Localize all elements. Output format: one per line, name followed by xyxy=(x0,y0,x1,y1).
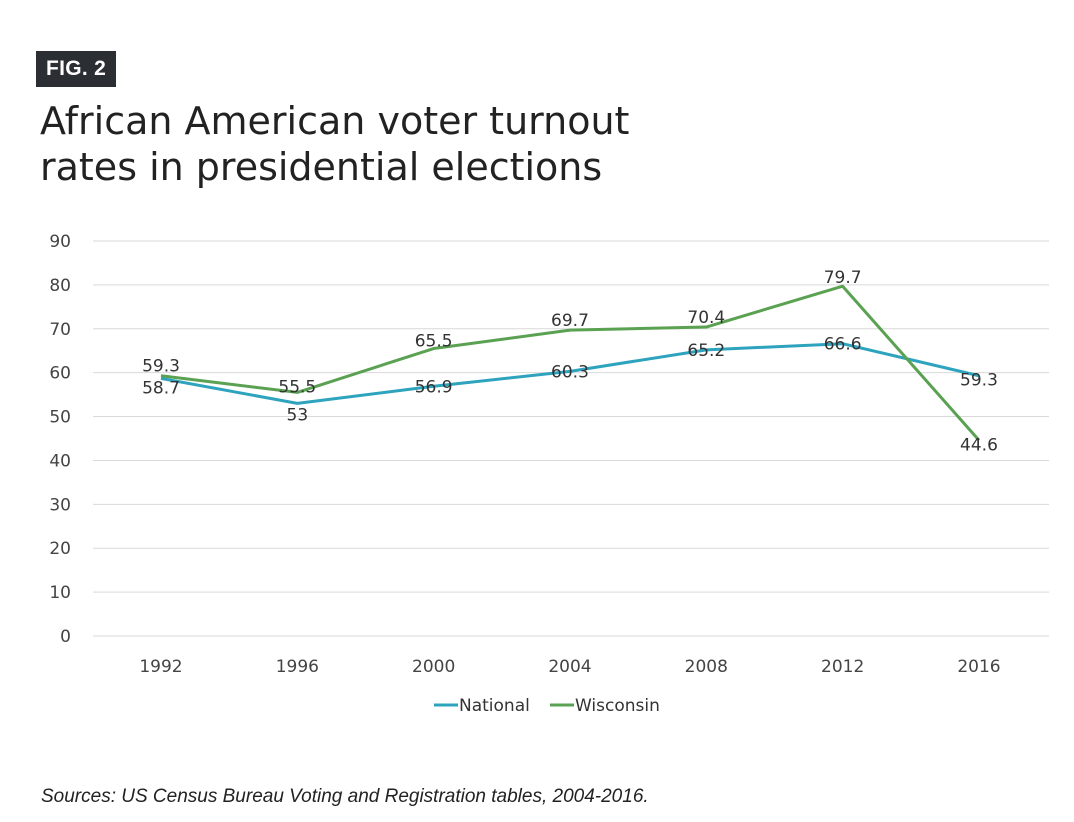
chart-title: African American voter turnout rates in … xyxy=(40,98,660,190)
y-tick-label: 30 xyxy=(49,495,71,515)
y-tick-label: 0 xyxy=(60,627,71,647)
x-tick-label: 2008 xyxy=(685,657,728,677)
data-labels: 58.7 53 56.9 60.3 65.2 66.6 59.3 59.3 55.5 65.5 69… xyxy=(142,268,998,455)
series-line-wisconsin xyxy=(160,284,981,442)
x-tick-label: 1992 xyxy=(139,657,182,677)
y-tick-label: 70 xyxy=(49,320,71,340)
chart-title-line-1: African American voter turnout xyxy=(40,99,630,143)
data-label-wisconsin: 55.5 xyxy=(278,377,316,397)
y-tick-label: 40 xyxy=(49,451,71,471)
line-chart: 0 10 20 30 40 50 60 70 80 90 1992 1996 2000 2004 2008… xyxy=(49,232,1049,716)
data-label-national: 65.2 xyxy=(687,341,725,361)
data-label-national: 66.6 xyxy=(824,335,862,355)
data-label-wisconsin: 59.3 xyxy=(142,357,180,377)
data-label-wisconsin: 69.7 xyxy=(551,311,589,331)
y-tick-label: 10 xyxy=(49,583,71,603)
x-axis-ticks: 1992 1996 2000 2004 2008 2012 2016 xyxy=(139,657,1000,677)
figure-badge: FIG. 2 xyxy=(36,51,117,87)
x-tick-label: 2012 xyxy=(821,657,864,677)
series-lines xyxy=(160,284,981,442)
legend: National Wisconsin xyxy=(434,696,660,716)
data-label-wisconsin: 44.6 xyxy=(960,435,998,455)
x-tick-label: 1996 xyxy=(276,657,319,677)
x-tick-label: 2016 xyxy=(957,657,1000,677)
chart-title-line-2: rates in presidential elections xyxy=(40,145,603,189)
gridlines xyxy=(93,240,1049,637)
data-label-national: 60.3 xyxy=(551,362,589,382)
x-tick-label: 2004 xyxy=(548,657,591,677)
y-tick-label: 50 xyxy=(49,408,71,428)
data-label-wisconsin: 70.4 xyxy=(687,308,725,328)
y-tick-label: 20 xyxy=(49,539,71,559)
y-tick-label: 60 xyxy=(49,364,71,384)
data-label-national: 53 xyxy=(287,405,309,425)
data-label-national: 58.7 xyxy=(142,378,180,398)
x-tick-label: 2000 xyxy=(412,657,455,677)
series-line-national xyxy=(160,342,980,405)
legend-label-wisconsin: Wisconsin xyxy=(575,696,660,716)
legend-label-national: National xyxy=(459,696,530,716)
y-tick-label: 90 xyxy=(49,232,71,252)
source-note: Sources: US Census Bureau Voting and Reg… xyxy=(41,786,649,807)
data-label-national: 56.9 xyxy=(415,377,453,397)
data-label-wisconsin: 65.5 xyxy=(415,332,453,352)
y-axis-ticks: 0 10 20 30 40 50 60 70 80 90 xyxy=(49,232,71,647)
data-label-wisconsin: 79.7 xyxy=(824,268,862,288)
data-label-national: 59.3 xyxy=(960,371,998,391)
y-tick-label: 80 xyxy=(49,276,71,296)
